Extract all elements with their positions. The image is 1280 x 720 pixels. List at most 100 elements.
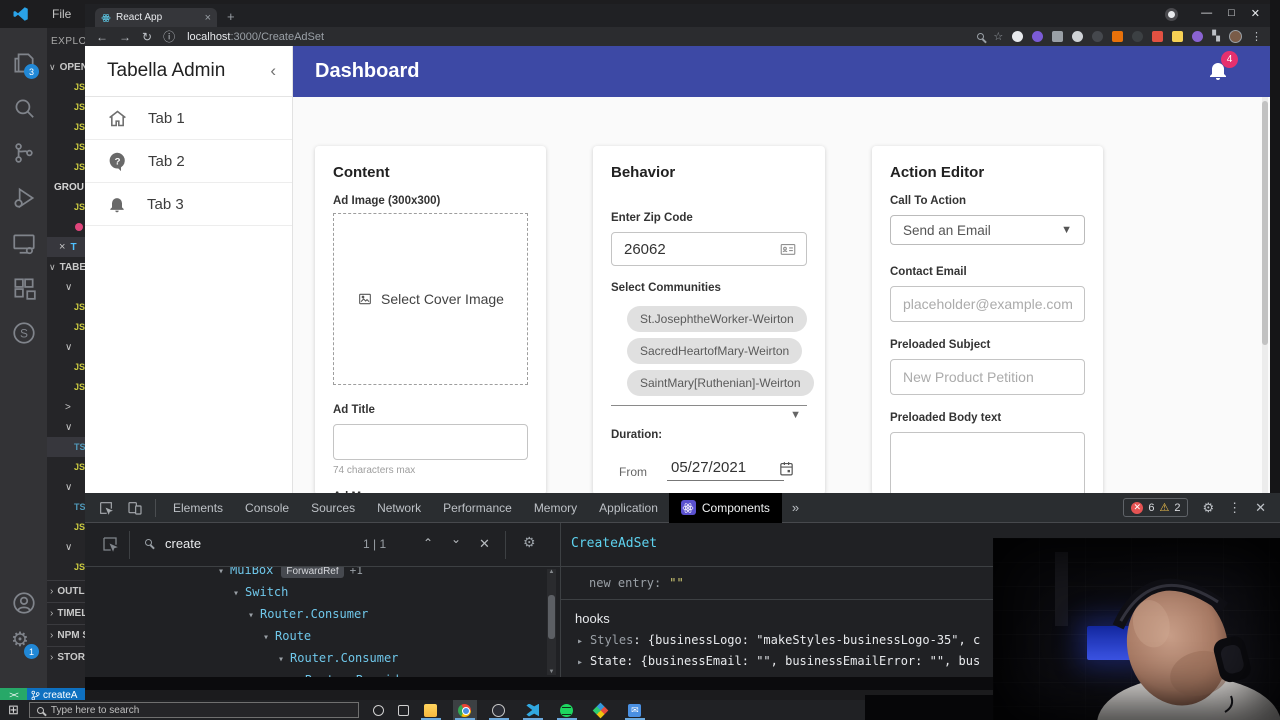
new-entry-value[interactable]: "" bbox=[669, 576, 684, 590]
select-cover-image-button[interactable]: Select Cover Image bbox=[333, 213, 528, 385]
browser-menu-icon[interactable]: ⋮ bbox=[1251, 31, 1262, 43]
component-tree-row[interactable]: ▾ Switch bbox=[233, 585, 289, 599]
panel-divider[interactable] bbox=[560, 523, 561, 681]
extension-icon[interactable] bbox=[1052, 31, 1064, 42]
more-tabs-icon[interactable]: » bbox=[791, 500, 800, 515]
notifications-button[interactable]: 4 bbox=[1206, 51, 1238, 82]
console-status-pill[interactable]: ✕ 6 ⚠ 2 bbox=[1123, 498, 1189, 517]
tree-scrollbar[interactable]: ▲ ▼ bbox=[547, 569, 556, 675]
community-chip[interactable]: SacredHeartofMary-Weirton bbox=[627, 338, 803, 364]
settings-gear-icon[interactable]: ⚙ bbox=[11, 629, 29, 651]
community-chip[interactable]: St.JosephtheWorker-Weirton bbox=[627, 306, 807, 332]
new-tab-button[interactable]: + bbox=[227, 9, 235, 24]
from-date-value[interactable]: 05/27/2021 bbox=[667, 459, 785, 481]
explorer-row[interactable]: JS bbox=[74, 382, 85, 392]
devtools-tab[interactable]: Memory bbox=[533, 500, 578, 515]
explorer-row[interactable]: JS bbox=[74, 82, 85, 92]
extensions-puzzle-icon[interactable]: ▚ bbox=[1212, 31, 1220, 42]
expander-icon[interactable]: ▸ bbox=[577, 657, 584, 668]
zip-code-input[interactable] bbox=[611, 232, 807, 266]
back-button[interactable]: ← bbox=[96, 29, 108, 44]
explorer-row[interactable]: ∨ bbox=[65, 541, 73, 553]
scroll-up-icon[interactable]: ▲ bbox=[548, 569, 555, 575]
calendar-icon[interactable] bbox=[778, 460, 795, 477]
devtools-tab-components[interactable]: Components bbox=[668, 493, 782, 523]
address-bar[interactable]: localhost:3000/CreateAdSet bbox=[187, 30, 325, 43]
explorer-row[interactable]: ∨ bbox=[65, 281, 73, 293]
taskbar-app-icon[interactable] bbox=[623, 700, 647, 720]
explorer-row[interactable]: JS bbox=[74, 122, 85, 132]
community-chip[interactable]: SaintMary[Ruthenian]-Weirton bbox=[627, 370, 814, 396]
explorer-row[interactable]: ∨ bbox=[65, 421, 73, 433]
extension-icon[interactable] bbox=[1152, 31, 1164, 42]
search-icon[interactable] bbox=[11, 95, 37, 121]
devtools-tab[interactable]: Performance bbox=[443, 500, 512, 515]
run-debug-icon[interactable] bbox=[11, 185, 37, 211]
devtools-tab[interactable]: Sources bbox=[311, 500, 356, 515]
extension-icon[interactable] bbox=[1072, 31, 1084, 42]
devtools-settings-icon[interactable]: ⚙ bbox=[1202, 499, 1215, 515]
inspect-element-icon[interactable] bbox=[98, 500, 114, 516]
explorer-row[interactable]: JS bbox=[74, 162, 85, 172]
devtools-tab[interactable]: Network bbox=[377, 500, 422, 515]
browser-tab[interactable]: React App × bbox=[95, 8, 217, 27]
taskbar-app-icon[interactable] bbox=[419, 700, 443, 720]
explorer-row[interactable]: > bbox=[65, 401, 71, 413]
extension-icon[interactable] bbox=[1032, 31, 1044, 42]
page-scrollbar[interactable] bbox=[1262, 97, 1268, 493]
expander-icon[interactable]: ▾ bbox=[278, 654, 285, 665]
account-icon[interactable] bbox=[11, 590, 37, 616]
scrollbar-thumb[interactable] bbox=[1262, 101, 1268, 345]
menu-file[interactable]: File bbox=[52, 7, 72, 21]
component-tree-row[interactable]: ▾Router.Provider bbox=[85, 669, 560, 677]
component-search-input[interactable]: create bbox=[165, 536, 202, 551]
profile-avatar[interactable] bbox=[1229, 30, 1242, 43]
task-view-icon[interactable] bbox=[397, 704, 409, 716]
devtools-tab[interactable]: Elements bbox=[173, 500, 224, 515]
window-maximize-button[interactable]: □ bbox=[1228, 7, 1235, 19]
component-tree-row[interactable]: ▾ Route bbox=[263, 629, 312, 643]
devtools-close-icon[interactable]: ✕ bbox=[1255, 499, 1266, 515]
expander-icon[interactable]: ▾ bbox=[248, 610, 255, 621]
new-entry-row[interactable]: new entry: "" bbox=[561, 567, 1280, 600]
explorer-section[interactable]: ›NPM S bbox=[47, 624, 85, 646]
preloaded-subject-input[interactable] bbox=[890, 359, 1085, 395]
preloaded-body-textarea[interactable] bbox=[890, 432, 1085, 493]
component-tree-row[interactable]: ▾ Router.Consumer bbox=[248, 607, 369, 621]
components-inspect-icon[interactable] bbox=[101, 535, 119, 553]
devtools-bottom-scroll-track[interactable] bbox=[85, 677, 1280, 690]
scroll-down-icon[interactable]: ▼ bbox=[548, 669, 555, 675]
extension-icon[interactable] bbox=[1112, 31, 1124, 42]
sidebar-collapse-icon[interactable]: ‹ bbox=[270, 61, 276, 80]
explorer-row[interactable]: ∨TABEL bbox=[49, 261, 85, 273]
ad-title-input[interactable] bbox=[333, 424, 528, 460]
expander-icon[interactable]: ▾ bbox=[293, 676, 299, 677]
taskbar-app-icon[interactable] bbox=[452, 700, 477, 720]
component-tree-row[interactable]: ▾ MuiBox ForwardRef +1 bbox=[218, 567, 363, 578]
explorer-row[interactable]: JS bbox=[74, 362, 85, 372]
from-date-field[interactable]: From 05/27/2021 bbox=[611, 459, 807, 481]
reload-button[interactable]: ↻ bbox=[142, 29, 153, 44]
explorer-row[interactable]: TS bbox=[47, 437, 85, 457]
extension-icon[interactable] bbox=[1012, 31, 1024, 42]
explorer-row[interactable]: GROU bbox=[54, 181, 84, 193]
devtools-menu-icon[interactable]: ⋮ bbox=[1228, 499, 1242, 515]
source-control-icon[interactable] bbox=[11, 140, 37, 166]
extension-icon[interactable] bbox=[1172, 31, 1184, 42]
contact-card-icon[interactable] bbox=[779, 240, 797, 258]
next-match-icon[interactable]: ⌄ bbox=[451, 532, 462, 546]
remote-indicator[interactable]: >< bbox=[0, 688, 27, 702]
expander-icon[interactable]: ▸ bbox=[577, 636, 584, 647]
taskbar-app-icon[interactable] bbox=[589, 700, 613, 720]
explorer-row[interactable] bbox=[47, 217, 85, 237]
components-settings-icon[interactable]: ⚙ bbox=[523, 534, 536, 550]
explorer-row[interactable]: ∨ OPEN bbox=[49, 61, 85, 73]
sidebar-item-tab1[interactable]: Tab 1 bbox=[85, 97, 292, 140]
zoom-icon[interactable] bbox=[977, 33, 985, 40]
explorer-row[interactable]: JS bbox=[74, 302, 85, 312]
explorer-row[interactable]: ∨ bbox=[65, 481, 73, 493]
explorer-row[interactable]: TS bbox=[74, 502, 85, 512]
explorer-row[interactable]: JS bbox=[74, 142, 85, 152]
explorer-row[interactable]: JS bbox=[74, 102, 85, 112]
tab-close-icon[interactable]: × bbox=[204, 11, 211, 24]
